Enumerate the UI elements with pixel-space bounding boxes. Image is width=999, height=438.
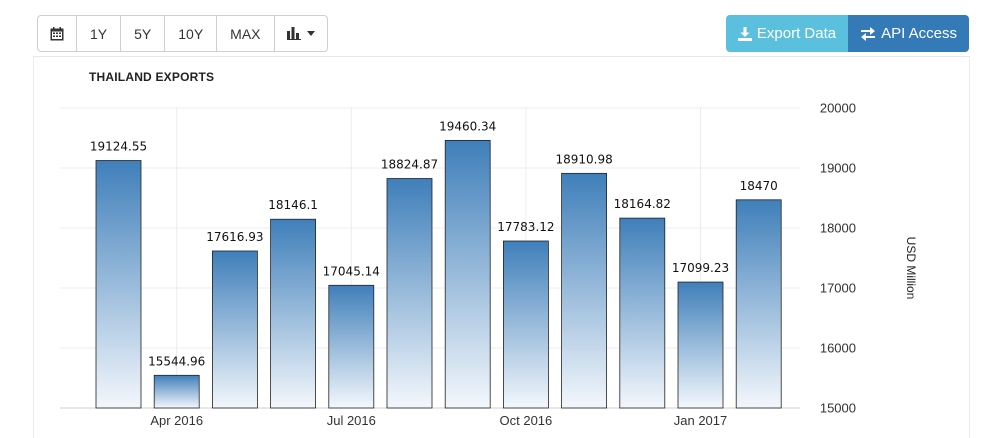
x-tick-label: Jul 2016 bbox=[327, 413, 376, 428]
y-axis-title: USD Million bbox=[904, 237, 918, 300]
data-label: 17616.93 bbox=[206, 230, 263, 244]
exchange-arrows-icon bbox=[861, 26, 876, 41]
y-axis-ticks: 15000 16000 17000 18000 19000 20000 bbox=[820, 101, 856, 416]
data-label: 18910.98 bbox=[555, 152, 612, 166]
chevron-down-icon bbox=[306, 31, 315, 36]
export-data-button[interactable]: Export Data bbox=[725, 15, 849, 52]
chart-panel bbox=[33, 56, 970, 438]
chart-type-dropdown[interactable] bbox=[275, 16, 327, 51]
bar[interactable] bbox=[328, 284, 375, 409]
api-access-button[interactable]: API Access bbox=[848, 15, 969, 52]
y-tick-label: 15000 bbox=[820, 401, 856, 416]
data-label: 15544.96 bbox=[148, 354, 205, 368]
calendar-icon bbox=[50, 26, 64, 40]
value-labels: 19124.55 15544.96 17616.93 18146.1 17045.14 1… bbox=[90, 119, 778, 368]
range-10y-button[interactable]: 10Y bbox=[165, 16, 218, 51]
bar[interactable] bbox=[386, 178, 433, 409]
bar[interactable] bbox=[502, 240, 549, 409]
range-toolbar: 1Y 5Y 10Y MAX bbox=[37, 15, 328, 52]
data-label: 19460.34 bbox=[439, 119, 496, 133]
data-label: 19124.55 bbox=[90, 140, 147, 154]
y-tick-label: 19000 bbox=[820, 161, 856, 176]
api-access-label: API Access bbox=[881, 25, 957, 42]
chart-title: THAILAND EXPORTS bbox=[89, 70, 215, 84]
y-tick-label: 20000 bbox=[820, 101, 856, 116]
data-label: 17045.14 bbox=[323, 264, 380, 278]
data-label: 18470 bbox=[740, 179, 778, 193]
bar[interactable] bbox=[270, 218, 317, 409]
data-label: 18824.87 bbox=[381, 158, 438, 172]
data-label: 17099.23 bbox=[672, 261, 729, 275]
calendar-button[interactable] bbox=[38, 16, 77, 51]
bar[interactable] bbox=[444, 139, 491, 409]
bar[interactable] bbox=[153, 374, 200, 409]
action-buttons: Export Data API Access bbox=[725, 15, 969, 52]
range-max-button[interactable]: MAX bbox=[217, 16, 275, 51]
data-label: 18146.1 bbox=[268, 198, 318, 212]
bar[interactable] bbox=[619, 217, 666, 409]
range-1y-button[interactable]: 1Y bbox=[77, 16, 122, 51]
data-label: 17783.12 bbox=[497, 220, 554, 234]
bar[interactable] bbox=[561, 172, 607, 409]
x-axis-ticks: Apr 2016 Jul 2016 Oct 2016 Jan 2017 bbox=[150, 413, 727, 428]
bar-series bbox=[95, 139, 782, 409]
range-5y-button[interactable]: 5Y bbox=[121, 16, 166, 51]
bar[interactable] bbox=[677, 281, 724, 409]
bar[interactable] bbox=[95, 160, 142, 409]
x-tick-label: Jan 2017 bbox=[674, 413, 728, 428]
download-icon bbox=[737, 26, 752, 41]
x-tick-label: Apr 2016 bbox=[150, 413, 203, 428]
export-data-label: Export Data bbox=[756, 25, 837, 42]
bar[interactable] bbox=[211, 250, 258, 409]
x-tick-label: Oct 2016 bbox=[500, 413, 553, 428]
y-tick-label: 16000 bbox=[820, 341, 856, 356]
y-tick-label: 17000 bbox=[820, 281, 856, 296]
data-label: 18164.82 bbox=[614, 197, 671, 211]
bar[interactable] bbox=[735, 199, 782, 409]
bar-chart-icon bbox=[286, 27, 301, 40]
y-tick-label: 18000 bbox=[820, 221, 856, 236]
